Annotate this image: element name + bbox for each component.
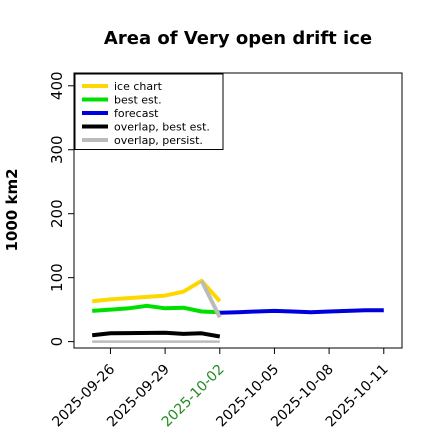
series-line-forecast <box>219 308 384 315</box>
series-line-overlap-best-est <box>91 330 221 339</box>
y-axis-label: 1000 km2 <box>3 168 21 251</box>
y-tick-label-200: 200 <box>48 199 66 228</box>
y-tick-label-300: 300 <box>48 135 66 164</box>
legend-label-overlap-best-est: overlap, best est. <box>114 121 210 134</box>
legend-label-best-est: best est. <box>114 94 162 107</box>
chart-title: Area of Very open drift ice <box>104 28 372 49</box>
y-tick-label-400: 400 <box>48 71 66 100</box>
legend-label-ice-chart: ice chart <box>114 80 163 93</box>
series-line-best-est <box>92 303 220 315</box>
legend-label-forecast: forecast <box>114 107 159 120</box>
plot-area <box>91 278 384 343</box>
legend-label-overlap-persist: overlap, persist. <box>114 134 203 147</box>
plot-frame <box>73 72 403 349</box>
series-line-overlap-persist <box>199 279 222 319</box>
y-tick-label-100: 100 <box>48 263 66 292</box>
series-line-ice-chart <box>91 278 222 304</box>
y-tick-label-0: 0 <box>48 337 66 347</box>
